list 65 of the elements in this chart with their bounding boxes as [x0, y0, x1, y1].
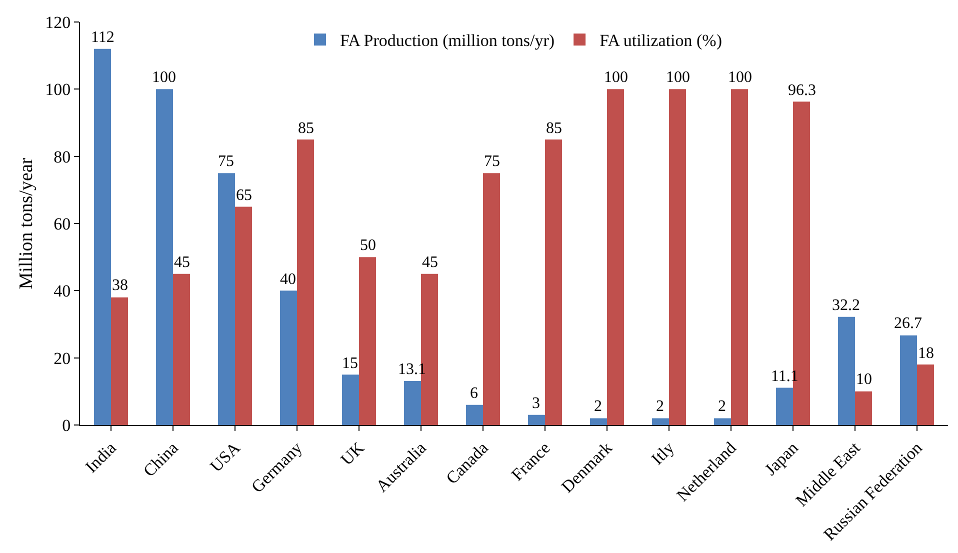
- data-label: 38: [112, 277, 128, 294]
- bar: [111, 297, 128, 425]
- y-tick-label: 60: [54, 214, 71, 234]
- bar: [156, 89, 173, 425]
- data-label: 18: [918, 345, 934, 362]
- data-label: 50: [360, 237, 376, 254]
- data-label: 112: [91, 29, 114, 46]
- bar: [483, 173, 500, 425]
- y-tick-label: 80: [54, 147, 71, 166]
- data-label: 3: [532, 395, 540, 412]
- bar: [855, 391, 872, 425]
- bar: [466, 404, 483, 425]
- x-tick-label: Itly: [648, 438, 678, 468]
- bar: [590, 418, 607, 425]
- bar: [776, 388, 793, 425]
- bar: [669, 89, 686, 425]
- bar: [94, 48, 111, 425]
- bar: [652, 418, 669, 425]
- bar: [714, 418, 731, 425]
- data-label: 96.3: [788, 82, 816, 99]
- bar: [235, 206, 252, 425]
- bar: [404, 381, 421, 425]
- data-label: 26.7: [894, 315, 922, 332]
- bar: [528, 414, 545, 425]
- bar: [280, 290, 297, 425]
- bar: [900, 335, 917, 425]
- bar: [173, 274, 190, 425]
- bar: [917, 364, 934, 425]
- y-tick-label: 0: [62, 416, 71, 435]
- y-tick-label: 100: [45, 80, 71, 100]
- data-label: 2: [718, 398, 726, 415]
- y-axis-title: Million tons/year: [16, 157, 37, 290]
- data-label: 100: [666, 69, 690, 86]
- legend-label: FA utilization (%): [600, 31, 722, 50]
- data-label: 10: [856, 371, 872, 388]
- x-tick-label: UK: [337, 438, 368, 470]
- data-label: 100: [728, 69, 752, 86]
- bar: [731, 89, 748, 425]
- y-tick-label: 120: [45, 12, 71, 32]
- data-label: 2: [594, 398, 602, 415]
- bar: [359, 257, 376, 425]
- data-label: 40: [280, 271, 296, 288]
- bar: [607, 89, 624, 425]
- bar: [838, 316, 855, 425]
- data-label: 85: [546, 120, 562, 137]
- data-label: 15: [342, 355, 358, 372]
- bar: [218, 173, 235, 425]
- data-label: 6: [470, 385, 478, 402]
- data-label: 100: [604, 69, 628, 86]
- data-label: 75: [218, 153, 234, 170]
- bar: [545, 140, 562, 425]
- bar: [297, 140, 314, 425]
- data-label: 45: [174, 254, 190, 271]
- y-tick-label: 20: [54, 348, 71, 368]
- data-label: 100: [152, 69, 176, 86]
- data-label: 32.2: [832, 297, 860, 314]
- x-tick-label: USA: [206, 438, 244, 476]
- data-label: 85: [298, 120, 314, 137]
- bar: [342, 374, 359, 425]
- data-label: 75: [484, 153, 500, 170]
- data-label: 2: [656, 398, 664, 415]
- legend-label: FA Production (million tons/yr): [340, 31, 555, 50]
- y-tick-label: 40: [54, 282, 71, 301]
- data-label: 45: [422, 254, 438, 271]
- data-label: 65: [236, 187, 252, 204]
